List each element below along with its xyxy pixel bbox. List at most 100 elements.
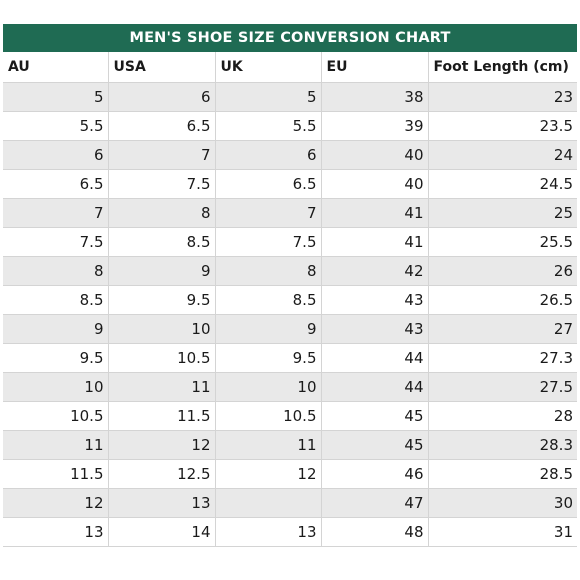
size-table: AU USA UK EU Foot Length (cm) 5 6 5 38 23 5.5… xyxy=(3,52,577,547)
cell-foot-length: 27.5 xyxy=(428,372,577,402)
cell-au: 7.5 xyxy=(3,227,109,257)
table-row: 5 6 5 38 23 xyxy=(3,82,577,112)
chart-title: MEN'S SHOE SIZE CONVERSION CHART xyxy=(3,24,577,52)
cell-au: 12 xyxy=(3,488,109,518)
cell-au: 11.5 xyxy=(3,459,109,489)
table-body: 5 6 5 38 23 5.5 6.5 5.5 39 23.5 6 7 6 40 24 6.5 7.5 6.5 40… xyxy=(3,82,577,547)
cell-usa: 14 xyxy=(108,517,216,547)
cell-au: 5 xyxy=(3,82,109,112)
cell-au: 7 xyxy=(3,198,109,228)
cell-au: 6 xyxy=(3,140,109,170)
table-row: 8.5 9.5 8.5 43 26.5 xyxy=(3,285,577,315)
table-row: 8 9 8 42 26 xyxy=(3,256,577,286)
cell-eu: 40 xyxy=(321,169,429,199)
cell-foot-length: 27 xyxy=(428,314,577,344)
cell-eu: 44 xyxy=(321,372,429,402)
cell-uk: 8.5 xyxy=(215,285,322,315)
cell-uk: 9 xyxy=(215,314,322,344)
cell-uk: 5.5 xyxy=(215,111,322,141)
cell-eu: 42 xyxy=(321,256,429,286)
cell-usa: 6.5 xyxy=(108,111,216,141)
cell-eu: 39 xyxy=(321,111,429,141)
cell-usa: 7.5 xyxy=(108,169,216,199)
cell-au: 11 xyxy=(3,430,109,460)
cell-usa: 8 xyxy=(108,198,216,228)
table-row: 9.5 10.5 9.5 44 27.3 xyxy=(3,343,577,373)
cell-foot-length: 23.5 xyxy=(428,111,577,141)
cell-eu: 38 xyxy=(321,82,429,112)
table-row: 9 10 9 43 27 xyxy=(3,314,577,344)
table-row: 10.5 11.5 10.5 45 28 xyxy=(3,401,577,431)
column-header-usa: USA xyxy=(108,52,216,83)
cell-eu: 44 xyxy=(321,343,429,373)
cell-au: 8.5 xyxy=(3,285,109,315)
cell-uk xyxy=(215,488,322,518)
cell-eu: 43 xyxy=(321,285,429,315)
table-row: 11.5 12.5 12 46 28.5 xyxy=(3,459,577,489)
cell-eu: 48 xyxy=(321,517,429,547)
cell-eu: 47 xyxy=(321,488,429,518)
cell-uk: 13 xyxy=(215,517,322,547)
cell-foot-length: 24.5 xyxy=(428,169,577,199)
cell-usa: 12.5 xyxy=(108,459,216,489)
cell-usa: 9.5 xyxy=(108,285,216,315)
cell-usa: 7 xyxy=(108,140,216,170)
table-row: 6 7 6 40 24 xyxy=(3,140,577,170)
cell-au: 13 xyxy=(3,517,109,547)
table-row: 12 13 47 30 xyxy=(3,488,577,518)
cell-au: 9.5 xyxy=(3,343,109,373)
cell-foot-length: 23 xyxy=(428,82,577,112)
cell-uk: 10 xyxy=(215,372,322,402)
cell-foot-length: 26.5 xyxy=(428,285,577,315)
cell-uk: 10.5 xyxy=(215,401,322,431)
cell-usa: 10.5 xyxy=(108,343,216,373)
cell-au: 6.5 xyxy=(3,169,109,199)
size-conversion-chart: MEN'S SHOE SIZE CONVERSION CHART AU USA … xyxy=(3,24,577,547)
cell-usa: 8.5 xyxy=(108,227,216,257)
cell-usa: 9 xyxy=(108,256,216,286)
cell-uk: 6.5 xyxy=(215,169,322,199)
cell-uk: 9.5 xyxy=(215,343,322,373)
cell-usa: 10 xyxy=(108,314,216,344)
cell-foot-length: 28.5 xyxy=(428,459,577,489)
cell-uk: 8 xyxy=(215,256,322,286)
table-row: 7.5 8.5 7.5 41 25.5 xyxy=(3,227,577,257)
cell-foot-length: 26 xyxy=(428,256,577,286)
cell-au: 10 xyxy=(3,372,109,402)
column-header-au: AU xyxy=(3,52,109,83)
cell-uk: 5 xyxy=(215,82,322,112)
cell-uk: 7.5 xyxy=(215,227,322,257)
cell-au: 8 xyxy=(3,256,109,286)
cell-au: 10.5 xyxy=(3,401,109,431)
cell-eu: 45 xyxy=(321,401,429,431)
cell-uk: 6 xyxy=(215,140,322,170)
table-row: 6.5 7.5 6.5 40 24.5 xyxy=(3,169,577,199)
cell-eu: 41 xyxy=(321,198,429,228)
cell-eu: 40 xyxy=(321,140,429,170)
column-header-uk: UK xyxy=(215,52,322,83)
cell-usa: 12 xyxy=(108,430,216,460)
cell-foot-length: 27.3 xyxy=(428,343,577,373)
cell-au: 9 xyxy=(3,314,109,344)
cell-usa: 13 xyxy=(108,488,216,518)
table-row: 10 11 10 44 27.5 xyxy=(3,372,577,402)
cell-usa: 11 xyxy=(108,372,216,402)
column-header-foot-length: Foot Length (cm) xyxy=(428,52,577,83)
cell-foot-length: 25 xyxy=(428,198,577,228)
table-row: 5.5 6.5 5.5 39 23.5 xyxy=(3,111,577,141)
cell-uk: 11 xyxy=(215,430,322,460)
header-row: AU USA UK EU Foot Length (cm) xyxy=(3,52,577,83)
cell-foot-length: 24 xyxy=(428,140,577,170)
cell-uk: 7 xyxy=(215,198,322,228)
table-row: 7 8 7 41 25 xyxy=(3,198,577,228)
cell-au: 5.5 xyxy=(3,111,109,141)
table-row: 11 12 11 45 28.3 xyxy=(3,430,577,460)
cell-foot-length: 30 xyxy=(428,488,577,518)
cell-eu: 45 xyxy=(321,430,429,460)
cell-foot-length: 28 xyxy=(428,401,577,431)
column-header-eu: EU xyxy=(321,52,429,83)
cell-uk: 12 xyxy=(215,459,322,489)
table-row: 13 14 13 48 31 xyxy=(3,517,577,547)
cell-eu: 46 xyxy=(321,459,429,489)
cell-eu: 43 xyxy=(321,314,429,344)
